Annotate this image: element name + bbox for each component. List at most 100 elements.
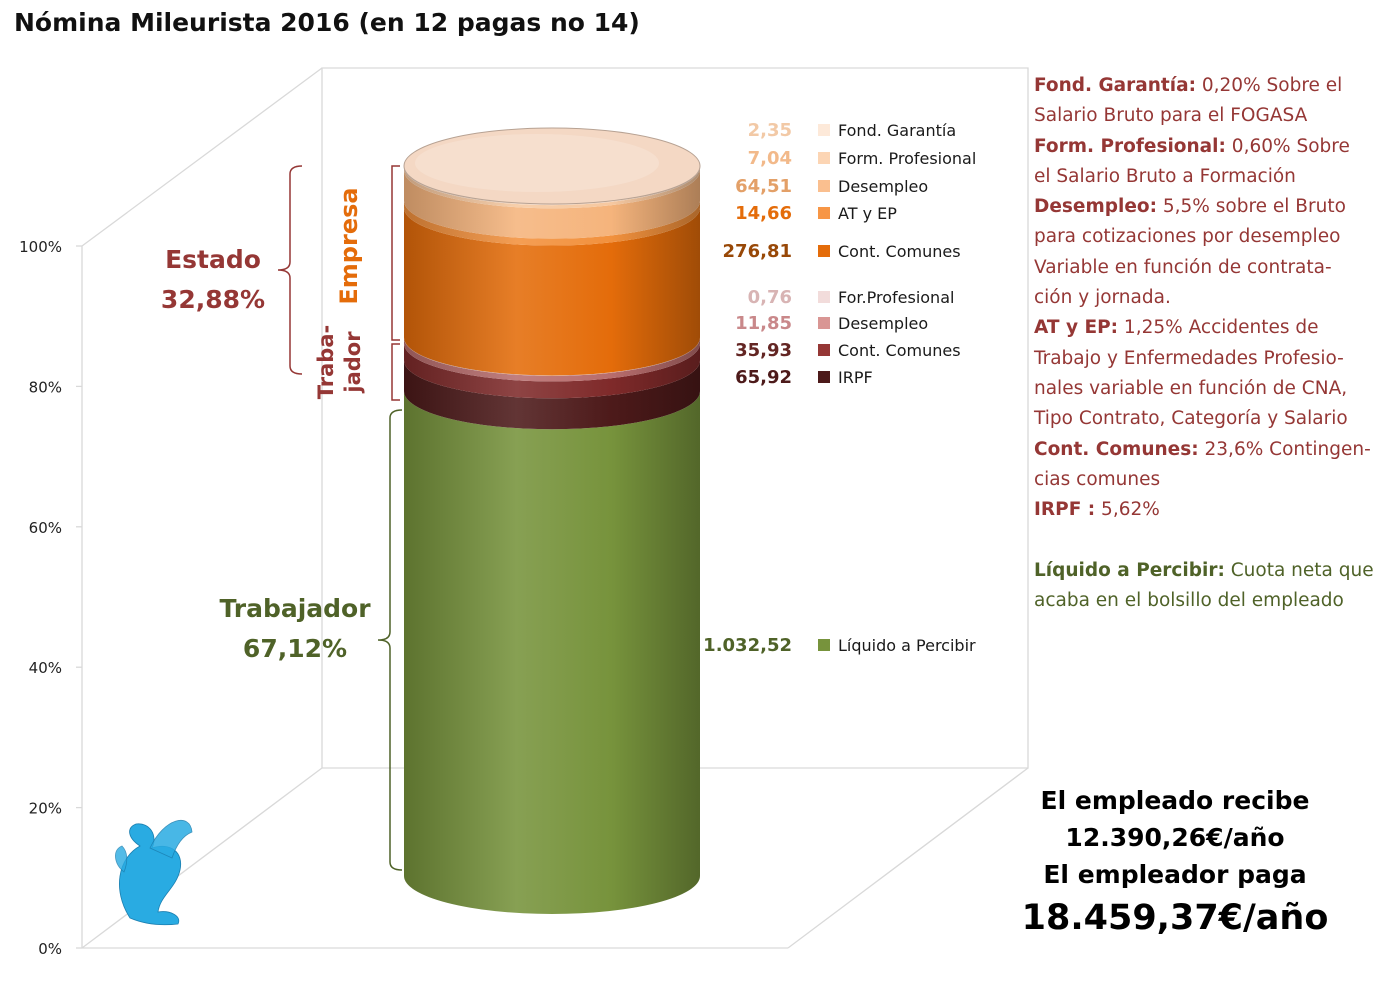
bracket-trabajador [377, 409, 403, 871]
note-key: AT y EP: [1034, 317, 1119, 339]
summary-line1: El empleado recibe [1040, 786, 1310, 815]
note-text: Tipo Contrato, Categoría y Salario [1034, 408, 1348, 430]
cylinder-top-highlight [415, 134, 659, 192]
bracket-trabajador-part [391, 343, 400, 401]
y-tick-label: 40% [29, 659, 62, 677]
legend-swatch [818, 344, 830, 356]
data-label: 7,04 [748, 148, 792, 169]
legend-label: Cont. Comunes [838, 242, 961, 261]
summary-line4: 18.459,37€/año [1021, 898, 1329, 938]
bracket-estado [277, 165, 303, 375]
griffin-wing [149, 820, 193, 859]
summary-line3: El empleador paga [1043, 860, 1307, 889]
note-text: 5,62% [1095, 499, 1160, 521]
legend-swatch [818, 371, 830, 383]
legend-swatch [818, 124, 830, 136]
note-key: Fond. Garantía: [1034, 75, 1196, 96]
legend: 1.032,52 Líquido a Percibir 65,92 IRPF 35,93… [703, 120, 976, 656]
cylinder-segment [404, 207, 700, 376]
note-line: Líquido a Percibir: Cuota neta que [1034, 556, 1384, 586]
cylinder-segment [404, 343, 700, 399]
legend-label: IRPF [838, 368, 873, 387]
summary-line2: 12.390,26€/año [1065, 823, 1285, 852]
notes-panel: Fond. Garantía: 0,20% Sobre el Salario Br… [1034, 71, 1384, 616]
legend-swatch [818, 291, 830, 303]
note-line: Trabajo y Enfermedades Profesio- [1034, 344, 1384, 374]
empresa-label: Empresa [335, 187, 363, 304]
note-text: cias comunes [1034, 468, 1161, 490]
trabajador-part-line1: Traba- [314, 325, 338, 399]
note-text: 5,5% sobre el Bruto [1156, 196, 1346, 218]
legend-swatch [818, 317, 830, 329]
legend-swatch [818, 180, 830, 192]
y-tick-label: 0% [38, 940, 62, 958]
note-text: 0,20% Sobre el [1196, 75, 1343, 96]
note-text: para cotizaciones por desempleo [1034, 226, 1341, 248]
legend-label: Desempleo [838, 177, 928, 196]
legend-label: Fond. Garantía [838, 121, 956, 140]
note-text: 23,6% Contingen- [1198, 438, 1371, 460]
floor-right-edge [787, 767, 1029, 949]
trabajador-pct: 67,12% [243, 634, 347, 663]
cylinder-top-cap [403, 127, 701, 205]
legend-swatch [818, 639, 830, 651]
data-label: 14,66 [735, 203, 792, 224]
note-line: Desempleo: 5,5% sobre el Bruto [1034, 192, 1384, 222]
note-line: AT y EP: 1,25% Accidentes de [1034, 313, 1384, 343]
data-label: 276,81 [723, 241, 792, 262]
y-tick-label: 20% [29, 800, 62, 818]
note-line: acaba en el bolsillo del empleado [1034, 586, 1384, 616]
legend-label: Líquido a Percibir [838, 636, 976, 655]
note-line: IRPF : 5,62% [1034, 495, 1384, 525]
legend-label: Cont. Comunes [838, 341, 961, 360]
data-label: 35,93 [735, 340, 792, 361]
data-label: 64,51 [735, 176, 792, 197]
legend-label: Form. Profesional [838, 149, 976, 168]
y-tick-label: 80% [29, 378, 62, 396]
note-text: Cuota neta que [1224, 559, 1374, 581]
note-text: Trabajo y Enfermedades Profesio- [1034, 347, 1344, 369]
estado-label: Estado [165, 245, 261, 274]
note-key: Líquido a Percibir: [1034, 559, 1225, 581]
cylinder-segment [404, 170, 700, 239]
frame-edge-floor-left [81, 767, 323, 949]
note-text: 1,25% Accidentes de [1118, 317, 1319, 339]
note-text: 0,60% Sobre [1225, 135, 1350, 157]
data-label: 0,76 [748, 287, 792, 308]
griffin-logo-icon [115, 820, 193, 926]
legend-swatch [818, 152, 830, 164]
note-text: el Salario Bruto a Formación [1034, 165, 1296, 187]
cylinder-segment [404, 391, 700, 914]
data-label: 2,35 [748, 120, 792, 141]
note-text: nales variable en función de CNA, [1034, 377, 1348, 399]
note-line: Form. Profesional: 0,60% Sobre [1034, 132, 1384, 162]
cylinder-stack [403, 127, 701, 914]
note-line: Tipo Contrato, Categoría y Salario [1034, 404, 1384, 434]
chart-title: Nómina Mileurista 2016 (en 12 pagas no 1… [14, 8, 640, 37]
note-text: Salario Bruto para el FOGASA [1034, 105, 1308, 127]
note-line: el Salario Bruto a Formación [1034, 162, 1384, 192]
chart-frame [81, 67, 1029, 949]
legend-label: AT y EP [838, 204, 897, 223]
note-line: Cont. Comunes: 23,6% Contingen- [1034, 435, 1384, 465]
note-line: Variable en función de contrata- [1034, 253, 1384, 283]
frame-edge-top [81, 67, 323, 247]
note-key: Desempleo: [1034, 196, 1157, 218]
y-tick-label: 100% [19, 238, 62, 256]
bracket-empresa [391, 165, 400, 341]
note-line: ción y jornada. [1034, 283, 1384, 313]
legend-swatch [818, 207, 830, 219]
data-label: 1.032,52 [703, 635, 792, 656]
griffin-tail [115, 845, 128, 873]
legend-label: For.Profesional [838, 288, 954, 307]
cylinder-segment [404, 200, 700, 246]
legend-label: Desempleo [838, 314, 928, 333]
data-label: 11,85 [735, 313, 792, 334]
legend-swatch [818, 245, 830, 257]
note-line: cias comunes [1034, 465, 1384, 495]
note-line [1034, 525, 1384, 555]
cylinder-segment [404, 360, 700, 430]
estado-pct: 32,88% [161, 285, 265, 314]
